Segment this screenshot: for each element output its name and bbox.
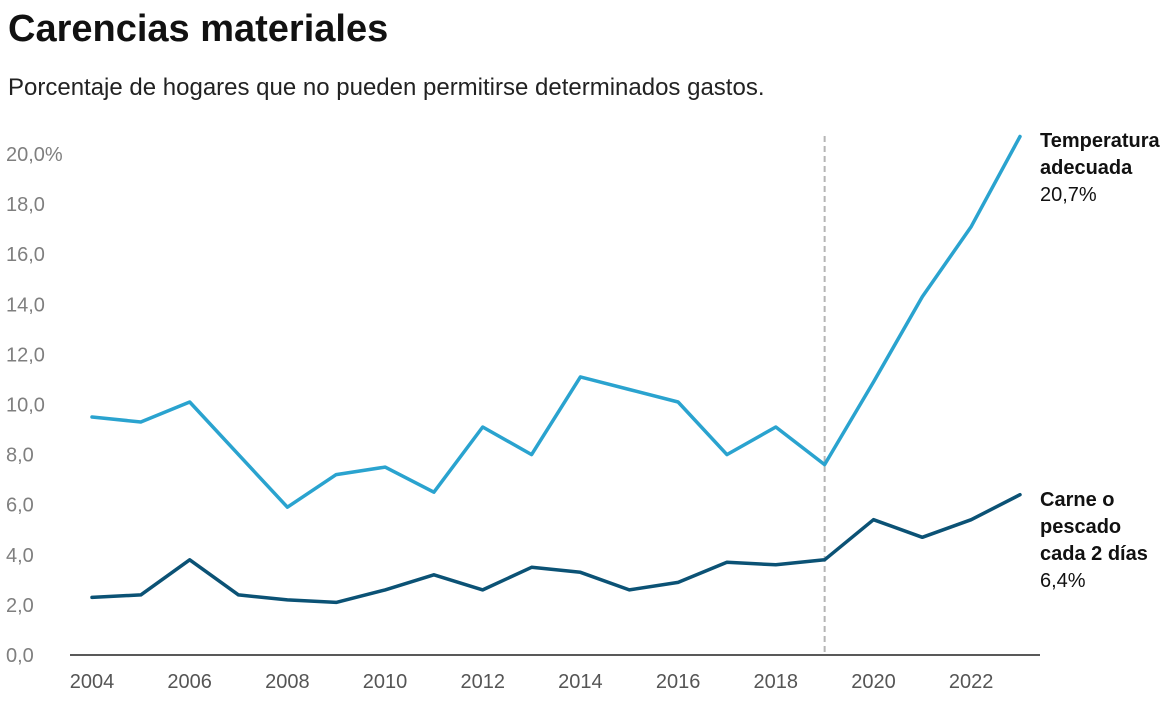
x-tick-label: 2012: [460, 671, 505, 693]
y-tick-label: 4,0: [6, 545, 34, 567]
x-tick-label: 2020: [851, 671, 896, 693]
series-line-1: [90, 492, 1022, 605]
y-tick-label: 6,0: [6, 495, 34, 517]
series-end-value: 6,4%: [1040, 570, 1086, 592]
x-tick-label: 2018: [754, 671, 799, 693]
y-tick-label: 14,0: [6, 294, 45, 316]
y-tick-label: 2,0: [6, 595, 34, 617]
chart-subtitle: Porcentaje de hogares que no pueden perm…: [8, 74, 765, 101]
x-tick-label: 2008: [265, 671, 310, 693]
x-tick-label: 2010: [363, 671, 408, 693]
y-tick-label: 10,0: [6, 395, 45, 417]
y-tick-label: 12,0: [6, 344, 45, 366]
series-name-label: cada 2 días: [1040, 543, 1148, 565]
x-tick-label: 2014: [558, 671, 603, 693]
series-name-label: Temperatura: [1040, 130, 1161, 152]
y-tick-label: 20,0%: [6, 144, 63, 166]
series-end-value: 20,7%: [1040, 184, 1097, 206]
x-tick-label: 2016: [656, 671, 701, 693]
series-name-label: adecuada: [1040, 157, 1133, 179]
x-tick-label: 2022: [949, 671, 994, 693]
y-tick-label: 8,0: [6, 445, 34, 467]
series-name-label: pescado: [1040, 516, 1121, 538]
y-tick-label: 18,0: [6, 194, 45, 216]
y-tick-label: 16,0: [6, 244, 45, 266]
series-name-label: Carne o: [1040, 489, 1114, 511]
chart-title: Carencias materiales: [8, 8, 389, 50]
series-line-0: [90, 134, 1022, 509]
y-tick-label: 0,0: [6, 645, 34, 667]
x-tick-label: 2006: [167, 671, 212, 693]
x-tick-label: 2004: [70, 671, 115, 693]
